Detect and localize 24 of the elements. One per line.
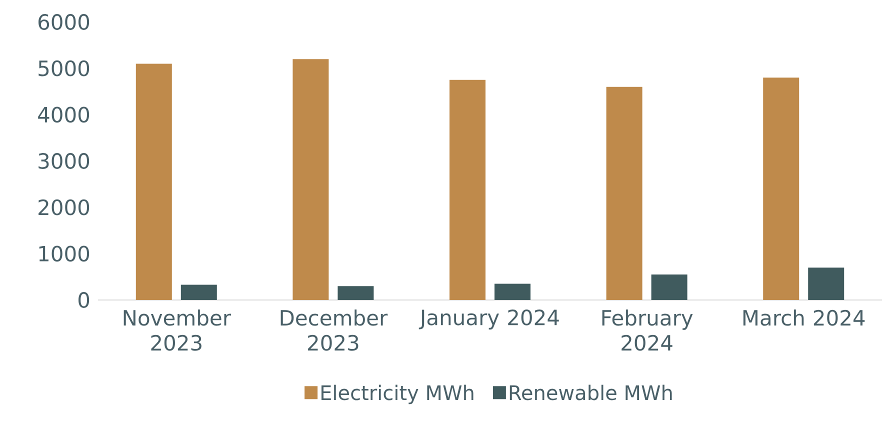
x-tick-label: November 2023: [124, 310, 232, 351]
bar: [338, 286, 374, 300]
x-tick-label: March 2024: [743, 310, 865, 326]
bar: [292, 59, 329, 300]
bar: [180, 284, 217, 300]
bar: [606, 86, 642, 300]
x-tick-label: February 2024: [602, 310, 693, 351]
y-tick-label: 5000: [38, 60, 90, 76]
y-tick-label: 0: [78, 292, 90, 308]
x-tick-label: December 2023: [280, 310, 388, 351]
legend-label: Electricity MWh: [322, 384, 474, 404]
bar: [450, 80, 486, 300]
bar: [136, 64, 172, 300]
y-tick-label: 2000: [38, 199, 90, 216]
legend-label: Renewable MWh: [510, 384, 672, 400]
bar: [651, 274, 688, 300]
y-tick-label: 1000: [39, 246, 90, 262]
bar: [763, 78, 800, 300]
bar: [808, 268, 844, 300]
x-tick-label: January 2024: [418, 310, 559, 330]
bar: [494, 284, 531, 300]
y-tick-label: 4000: [38, 106, 90, 123]
y-tick-label: 3000: [38, 153, 90, 169]
y-tick-label: 6000: [38, 14, 90, 30]
